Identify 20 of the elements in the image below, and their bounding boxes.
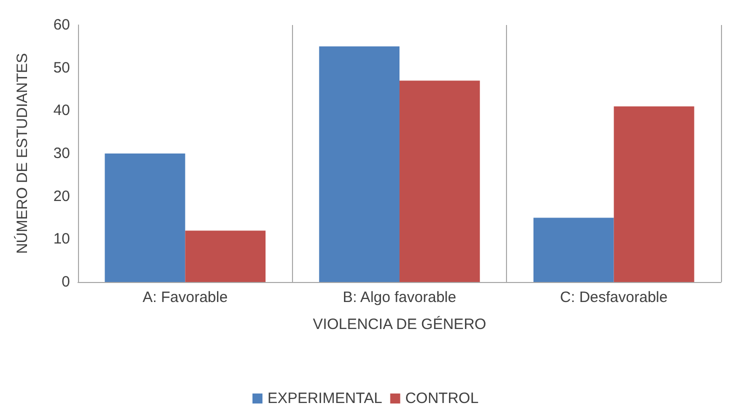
y-tick-label: 10 bbox=[53, 230, 70, 248]
bar bbox=[400, 80, 480, 282]
bar bbox=[104, 154, 186, 282]
y-tick-label: 60 bbox=[53, 16, 70, 34]
x-tick-label: C: Desfavorable bbox=[560, 289, 668, 306]
bar bbox=[533, 218, 614, 282]
x-tick-label: B: Algo favorable bbox=[342, 289, 456, 306]
y-tick-label: 30 bbox=[53, 145, 70, 162]
bar bbox=[614, 106, 694, 282]
bar bbox=[319, 46, 400, 282]
y-tick-label: 50 bbox=[53, 59, 70, 76]
bar bbox=[185, 230, 266, 282]
x-axis-title: VIOLENCIA DE GÉNERO bbox=[312, 315, 486, 333]
y-axis-title: NÚMERO DE ESTUDIANTES bbox=[13, 53, 31, 254]
legend-label: CONTROL bbox=[405, 390, 479, 407]
legend-label: EXPERIMENTAL bbox=[267, 390, 382, 407]
y-tick-label: 0 bbox=[62, 274, 70, 290]
y-tick-label: 20 bbox=[53, 188, 70, 205]
y-tick-label: 40 bbox=[53, 102, 70, 120]
x-tick-label: A: Favorable bbox=[142, 289, 228, 306]
